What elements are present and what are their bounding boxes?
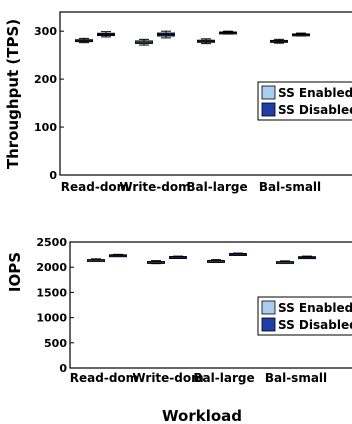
box-disabled (292, 32, 310, 37)
box-disabled (169, 255, 187, 259)
x-tick-label: Write-dom (119, 180, 190, 194)
box-disabled (229, 252, 247, 256)
plot-area (69, 241, 352, 369)
legend-label-disabled: SS Disabled (278, 103, 352, 117)
box-disabled (157, 30, 175, 39)
chart-throughput: Throughput (TPS) 0 100 200 300 Read-domWrit… (4, 11, 352, 194)
y-tick-label: 2000 (36, 261, 67, 274)
plot-area (59, 11, 352, 176)
y-axis-title: IOPS (6, 252, 24, 292)
y-axis-title: Throughput (TPS) (4, 19, 22, 169)
x-tick-label: Bal-large (186, 180, 247, 194)
legend-swatch-enabled (261, 300, 276, 315)
box-enabled (207, 259, 225, 263)
y-ticks: 0 500 1000 1500 2000 2500 (36, 236, 74, 375)
box-enabled (135, 38, 153, 46)
y-ticks: 0 100 200 300 (34, 25, 64, 182)
box-disabled (298, 255, 316, 260)
boxes (87, 252, 316, 265)
legend-swatch-disabled (261, 317, 276, 332)
legend-swatch-enabled (261, 85, 276, 100)
x-tick-label: Read-dom (61, 180, 129, 194)
box-disabled (219, 30, 237, 35)
box-enabled (197, 38, 215, 45)
y-tick-label: 200 (34, 73, 57, 86)
y-tick-label: 500 (44, 337, 67, 350)
y-tick-label: 2500 (36, 236, 67, 249)
box-enabled (147, 260, 165, 265)
y-tick-label: 1000 (36, 312, 67, 325)
box-disabled (97, 31, 115, 38)
box-enabled (75, 37, 93, 44)
x-tick-label: Bal-small (259, 180, 321, 194)
x-axis-title: Workload (162, 407, 242, 424)
box-enabled (87, 258, 105, 263)
box-enabled (270, 38, 288, 44)
legend-label-enabled: SS Enabled (278, 301, 352, 315)
legend-swatch-disabled (261, 102, 276, 117)
box-disabled (109, 253, 127, 258)
legend: SS Enabled SS Disabled (257, 296, 352, 336)
y-tick-label: 0 (59, 362, 67, 375)
legend-label-enabled: SS Enabled (278, 86, 352, 100)
x-tick-label: Write-dom (132, 371, 203, 385)
legend: SS Enabled SS Disabled (257, 81, 352, 121)
y-tick-label: 1500 (36, 286, 67, 299)
boxes (75, 30, 310, 46)
x-tick-label: Bal-small (265, 371, 327, 385)
box-enabled (276, 260, 294, 265)
x-tick-label: Bal-large (193, 371, 254, 385)
y-tick-label: 100 (34, 121, 57, 134)
legend-label-disabled: SS Disabled (278, 318, 352, 332)
chart-iops: IOPS Workload 0 500 1000 1500 2000 2500 Read-… (6, 236, 352, 424)
x-tick-label: Read-dom (70, 371, 138, 385)
y-tick-label: 0 (49, 169, 57, 182)
y-tick-label: 300 (34, 25, 57, 38)
